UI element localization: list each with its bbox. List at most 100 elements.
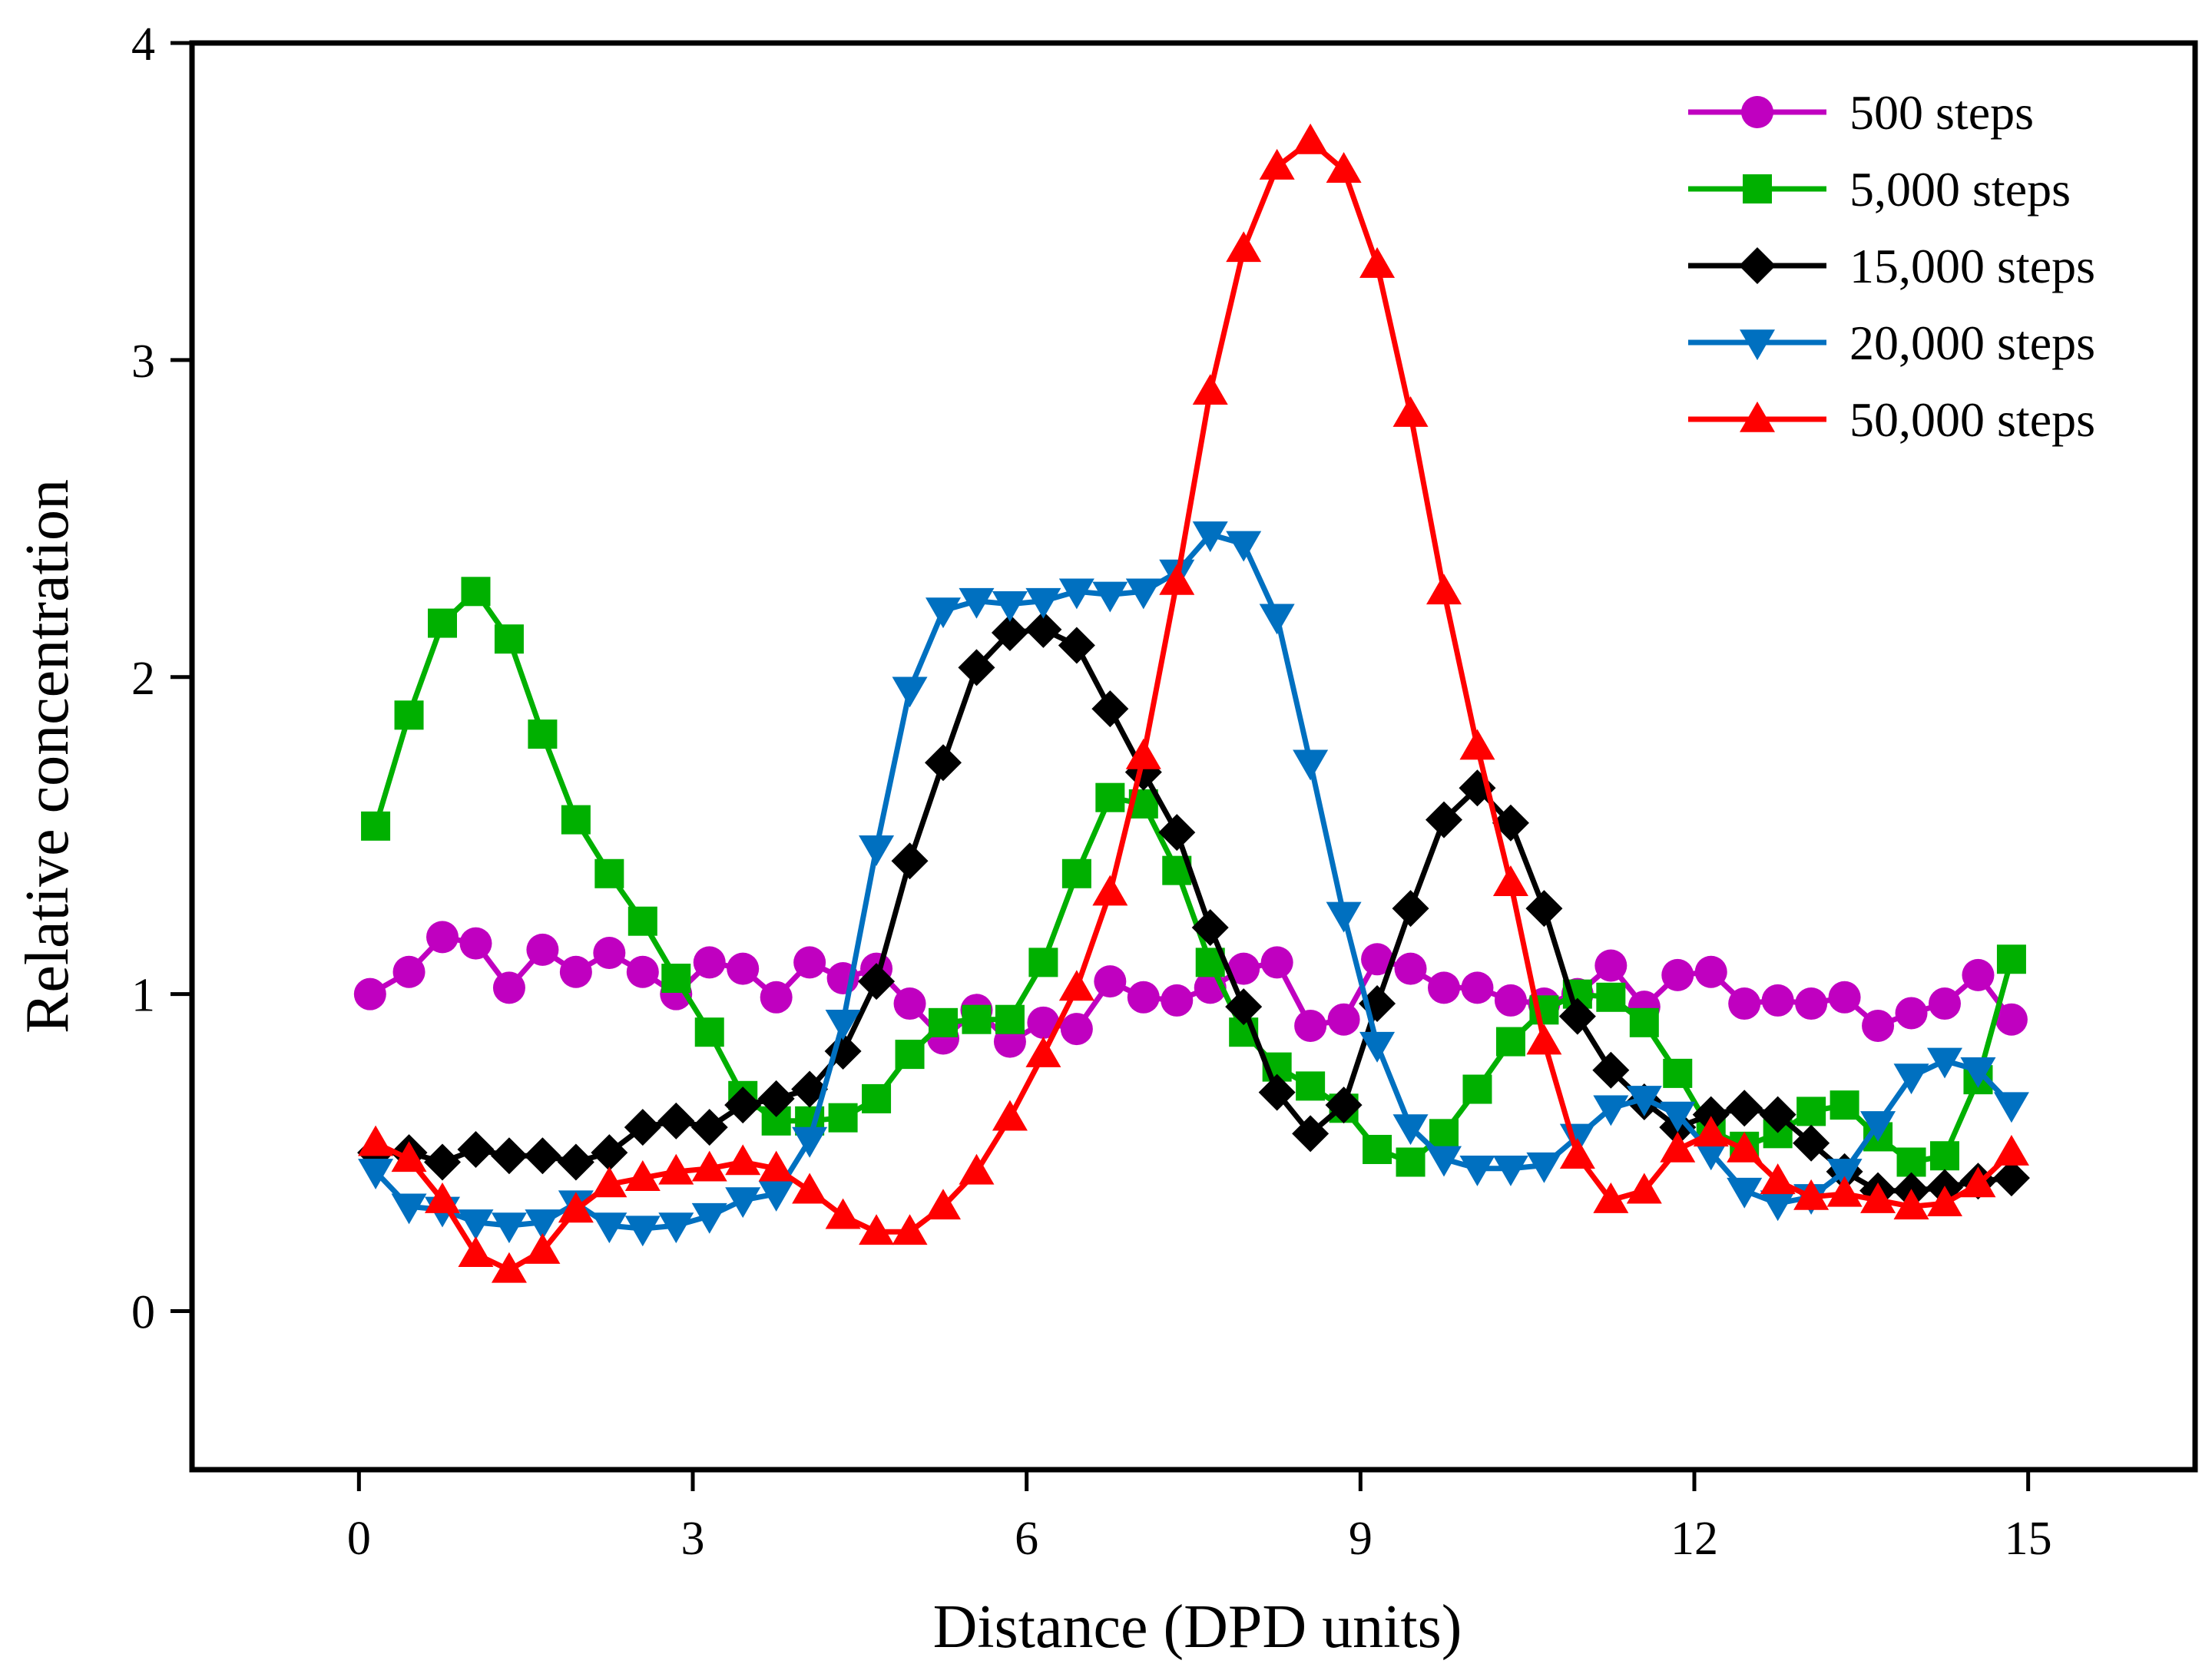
data-point (1394, 952, 1427, 985)
data-point (858, 963, 896, 1001)
data-point (1028, 948, 1058, 977)
data-point (1462, 1074, 1492, 1104)
data-point (828, 1103, 858, 1133)
legend-label: 5,000 steps (1849, 162, 2071, 217)
legend-item: 50,000 steps (1688, 392, 2095, 447)
data-point (1826, 1159, 1863, 1189)
data-point (1759, 1096, 1796, 1133)
data-point (792, 1173, 828, 1204)
data-point (1025, 1037, 1061, 1067)
data-point (1526, 1024, 1562, 1055)
data-point (391, 1141, 427, 1173)
y-tick-label: 1 (131, 970, 155, 1022)
data-point (691, 1202, 727, 1234)
data-point (725, 1187, 761, 1219)
data-point (1726, 1090, 1763, 1127)
data-point (490, 1137, 528, 1175)
data-point (492, 971, 525, 1004)
data-point (558, 1192, 594, 1223)
data-point (1693, 1116, 1729, 1147)
data-point (1660, 1101, 1696, 1133)
data-point (591, 1212, 628, 1244)
data-point (1092, 875, 1128, 906)
data-point (1125, 578, 1161, 610)
data-point (661, 964, 691, 994)
legend: 500 steps 5,000 steps 15,000 steps 20,000 s… (1688, 85, 2095, 447)
legend-label: 500 steps (1849, 85, 2034, 140)
data-point (1760, 1190, 1796, 1222)
data-point (1259, 604, 1295, 635)
data-point (758, 1150, 794, 1182)
data-point (1363, 1134, 1392, 1164)
data-point (624, 1109, 661, 1146)
data-point (959, 1153, 995, 1185)
data-point (1929, 987, 1961, 1020)
data-point (1995, 1003, 2028, 1036)
x-tick-label: 9 (1349, 1513, 1373, 1565)
data-point (926, 597, 961, 629)
data-point (1459, 1155, 1495, 1186)
data-point (594, 858, 624, 888)
x-axis-title: Distance (DPD units) (933, 1593, 1462, 1661)
y-tick-label: 0 (131, 1287, 155, 1339)
data-point (1459, 769, 1496, 807)
data-point (1392, 1114, 1429, 1146)
data-point (1159, 564, 1195, 595)
data-point (1227, 952, 1260, 985)
x-tick-label: 0 (347, 1513, 371, 1565)
data-point (1492, 1155, 1528, 1186)
data-point (792, 1126, 828, 1158)
legend-marker (1740, 401, 1775, 432)
legend-label: 50,000 steps (1849, 392, 2095, 447)
data-point (1359, 246, 1396, 278)
data-point (1927, 1047, 1962, 1079)
series-50-000-steps (358, 123, 2029, 1283)
data-point (1525, 890, 1563, 928)
data-point (591, 1134, 628, 1172)
data-point (758, 1180, 794, 1212)
data-point (561, 805, 591, 835)
data-point (1058, 627, 1095, 664)
data-point (1429, 1119, 1459, 1149)
data-point (1663, 1058, 1693, 1088)
data-point (1796, 1096, 1826, 1126)
data-point (995, 1004, 1025, 1034)
data-point (657, 1102, 695, 1139)
data-point (1158, 814, 1196, 852)
data-point (1993, 1135, 2029, 1166)
data-point (1426, 1146, 1462, 1177)
data-point (793, 946, 826, 979)
data-point (693, 946, 726, 979)
data-point (1094, 965, 1127, 998)
data-point (1092, 581, 1128, 613)
data-point (760, 981, 793, 1014)
y-axis-title: Relative concentration (14, 479, 81, 1034)
data-point (724, 1087, 762, 1124)
data-point (1760, 1163, 1796, 1195)
legend-label: 20,000 steps (1849, 316, 2095, 370)
data-point (991, 614, 1028, 651)
data-point (862, 1083, 892, 1113)
data-point (624, 1160, 661, 1191)
data-point (1292, 1115, 1330, 1153)
data-point (458, 1209, 494, 1241)
data-point (525, 1209, 561, 1241)
data-point (1294, 1009, 1327, 1042)
data-point (1191, 908, 1229, 946)
data-point (1860, 1111, 1896, 1143)
data-point (1258, 1073, 1296, 1111)
data-point (658, 1212, 694, 1244)
data-point (494, 624, 524, 654)
data-point (1626, 1086, 1662, 1117)
data-point (524, 1137, 561, 1175)
data-point (557, 1143, 594, 1181)
data-point (893, 987, 926, 1020)
data-point (1893, 1063, 1929, 1095)
data-point (1361, 943, 1394, 976)
data-point (1327, 1003, 1360, 1036)
data-point (526, 933, 559, 966)
data-point (1091, 690, 1129, 728)
data-point (1426, 801, 1462, 838)
data-point (1860, 1182, 1896, 1213)
legend-item: 15,000 steps (1688, 239, 2095, 293)
